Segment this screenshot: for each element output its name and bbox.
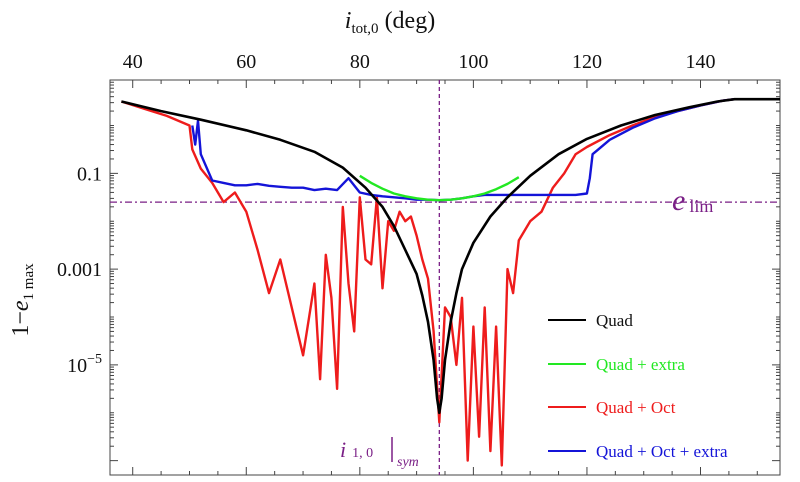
- plot-frame: [109, 79, 781, 476]
- i-sym-main: i: [340, 437, 346, 462]
- series-layer: [121, 97, 780, 467]
- y-axis-title-sub: 1 max: [21, 263, 37, 301]
- legend-entry: Quad + Oct + extra: [596, 442, 728, 461]
- reference-lines: [110, 80, 780, 475]
- x-tick-label: 80: [350, 51, 370, 73]
- ticks-layer: 40 60 80 100 120 140 0.1 0.001 10−5: [57, 51, 780, 475]
- x-axis-title-unit: (deg): [379, 8, 436, 34]
- y-axis-title-prefix: 1−: [8, 311, 34, 337]
- e-lim-main: e: [672, 184, 685, 217]
- series-line-quad-oct: [121, 97, 780, 467]
- i-sym-suffix: sym: [397, 455, 419, 470]
- legend-entry: Quad: [596, 311, 633, 330]
- series-line-quad-oct-extra: [191, 97, 780, 202]
- series-line-quad-extra: [359, 174, 520, 202]
- x-tick-label: 120: [572, 51, 602, 73]
- i-sym-label: i 1, 0 sym: [340, 437, 419, 470]
- x-tick-label: 100: [458, 51, 488, 73]
- series-line-quad: [121, 97, 780, 415]
- y-axis-title-main: e: [8, 300, 34, 311]
- x-axis-title: itot,0 (deg): [345, 8, 435, 37]
- x-axis-title-sub: tot,0: [351, 21, 378, 37]
- legend: Quad Quad + extra Quad + Oct Quad + Oct + e…: [548, 311, 728, 461]
- e-lim-sub: lim: [689, 196, 713, 216]
- y-tick-label: 0.1: [77, 163, 102, 185]
- x-axis-title-main: i: [345, 8, 352, 34]
- i-sym-text: i 1, 0: [340, 437, 373, 462]
- y-tick-label: 10−5: [67, 352, 102, 377]
- e-lim-label: e lim: [672, 184, 713, 217]
- x-tick-label: 60: [236, 51, 256, 73]
- x-tick-label: 140: [686, 51, 716, 73]
- legend-entry: Quad + extra: [596, 355, 685, 374]
- x-tick-label: 40: [123, 51, 143, 73]
- y-axis-title: 1−e1 max: [8, 263, 37, 337]
- y-tick-label: 0.001: [57, 259, 102, 281]
- i-sym-sub: 1, 0: [352, 446, 373, 461]
- legend-entry: Quad + Oct: [596, 398, 676, 417]
